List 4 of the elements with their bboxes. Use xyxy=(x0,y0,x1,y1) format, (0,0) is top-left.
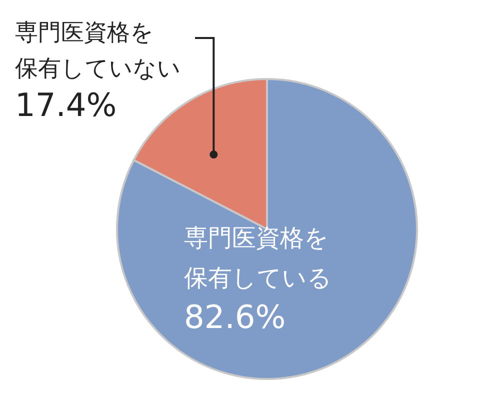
data-label: 17.4% xyxy=(15,86,117,124)
data-label: 82.6% xyxy=(184,298,286,336)
slice-label: 専門医資格を保有している xyxy=(184,224,332,292)
slice-label: 専門医資格を保有していない xyxy=(15,20,181,82)
